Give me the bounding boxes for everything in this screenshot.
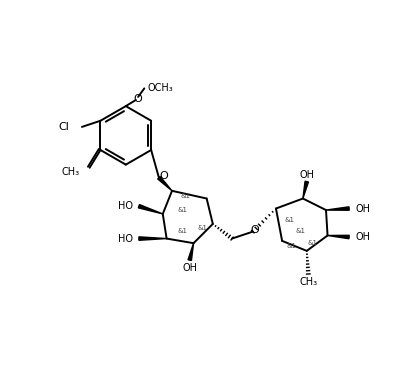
Text: HO: HO [118, 234, 133, 243]
Text: &1: &1 [180, 193, 190, 199]
Text: &1: &1 [307, 240, 317, 246]
Text: Cl: Cl [59, 122, 70, 132]
Text: &1: &1 [177, 207, 187, 213]
Text: &1: &1 [198, 225, 208, 231]
Text: OH: OH [355, 204, 370, 214]
Text: O: O [134, 94, 142, 104]
Polygon shape [188, 243, 194, 260]
Polygon shape [158, 177, 172, 191]
Text: &1: &1 [296, 228, 306, 234]
Polygon shape [303, 181, 309, 198]
Polygon shape [139, 237, 166, 240]
Text: &1: &1 [286, 243, 297, 249]
Text: CH₃: CH₃ [62, 167, 80, 177]
Text: OH: OH [355, 232, 370, 242]
Text: OCH₃: OCH₃ [147, 83, 173, 93]
Text: OH: OH [299, 170, 314, 180]
Text: &1: &1 [284, 217, 294, 223]
Text: &1: &1 [177, 228, 187, 234]
Text: O: O [159, 171, 168, 181]
Text: CH₃: CH₃ [299, 277, 317, 287]
Text: HO: HO [118, 201, 133, 211]
Text: O: O [251, 225, 259, 235]
Polygon shape [328, 235, 349, 239]
Polygon shape [326, 207, 349, 210]
Polygon shape [138, 204, 163, 214]
Text: OH: OH [182, 263, 197, 273]
